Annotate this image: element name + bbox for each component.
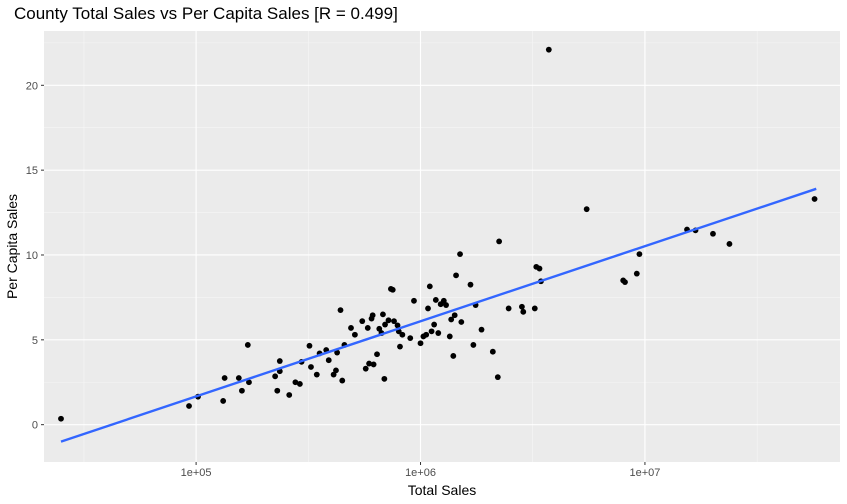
data-point <box>246 379 252 386</box>
data-point <box>458 319 465 325</box>
data-point <box>432 297 439 303</box>
x-axis-title: Total Sales <box>408 482 476 498</box>
data-point <box>351 331 358 338</box>
data-point <box>385 317 392 324</box>
axis-tick-labels: 0 5 10 15 20 1e+05 1e+06 1e+07 <box>26 80 661 479</box>
data-point <box>470 342 477 348</box>
data-point <box>235 375 242 381</box>
data-point <box>636 251 643 258</box>
data-point <box>519 303 525 310</box>
data-point <box>411 297 417 304</box>
data-point <box>451 312 458 319</box>
data-point <box>489 348 496 355</box>
data-point <box>359 318 366 325</box>
data-point <box>186 403 192 409</box>
data-point <box>423 331 430 338</box>
data-point <box>366 360 372 367</box>
data-point <box>448 316 455 323</box>
data-point <box>494 374 501 381</box>
data-point <box>333 367 339 374</box>
chart-title: County Total Sales vs Per Capita Sales [… <box>14 4 398 23</box>
data-point <box>391 318 397 325</box>
data-point <box>306 342 313 349</box>
data-point <box>622 279 628 286</box>
data-point <box>374 351 380 358</box>
data-point <box>276 358 283 364</box>
data-point <box>364 325 371 331</box>
data-point <box>446 333 453 340</box>
data-point <box>467 281 474 288</box>
data-point <box>296 381 303 387</box>
y-tick-label: 15 <box>26 165 38 177</box>
data-point <box>348 325 354 331</box>
data-point <box>545 46 552 53</box>
data-point <box>726 241 733 247</box>
data-point <box>397 343 403 350</box>
data-point <box>478 326 485 333</box>
x-tick-label: 1e+06 <box>405 467 436 479</box>
data-point <box>440 297 447 304</box>
data-point <box>272 373 279 380</box>
data-point <box>239 387 245 394</box>
data-point <box>381 375 388 382</box>
data-point <box>417 340 424 347</box>
data-point <box>443 302 449 308</box>
data-point <box>520 308 527 315</box>
data-point <box>583 206 590 213</box>
data-point <box>431 321 438 328</box>
data-point <box>330 371 337 378</box>
data-point <box>399 331 406 338</box>
data-point <box>286 392 293 398</box>
data-point <box>325 357 332 364</box>
data-point <box>811 196 818 202</box>
data-point <box>362 365 369 372</box>
data-point <box>334 349 341 356</box>
x-tick-label: 1e+07 <box>629 467 660 479</box>
data-point <box>536 265 543 272</box>
data-point <box>450 353 457 359</box>
y-tick-label: 10 <box>26 250 38 262</box>
data-point <box>313 371 320 378</box>
data-point <box>369 312 376 319</box>
fit-line-group <box>60 187 817 443</box>
plot-panel <box>44 31 840 462</box>
y-tick-label: 0 <box>32 420 38 432</box>
data-point <box>425 305 431 312</box>
data-point <box>453 272 459 279</box>
data-point <box>505 305 512 312</box>
data-point <box>382 321 388 328</box>
data-point <box>339 377 346 384</box>
axis-ticks <box>41 84 646 465</box>
data-point <box>633 270 640 277</box>
data-point <box>370 361 377 368</box>
data-point <box>220 398 227 404</box>
y-tick-label: 5 <box>32 335 38 347</box>
data-point <box>394 322 401 329</box>
data-point <box>457 251 463 258</box>
x-tick-label: 1e+05 <box>181 467 212 479</box>
data-point <box>407 335 414 342</box>
data-point <box>380 311 386 318</box>
data-point <box>244 342 251 348</box>
data-point <box>428 328 435 335</box>
data-point <box>531 305 538 312</box>
data-point <box>308 364 314 370</box>
data-point <box>337 307 344 314</box>
data-point <box>389 286 396 293</box>
y-tick-label: 20 <box>26 80 38 92</box>
data-point <box>435 330 442 336</box>
data-point <box>426 283 433 290</box>
fit-line <box>60 187 817 443</box>
minor-gridlines <box>44 31 840 462</box>
y-axis-title: Per Capita Sales <box>4 194 20 299</box>
data-point <box>710 230 716 237</box>
data-point <box>274 387 281 394</box>
data-point <box>496 238 503 245</box>
data-point <box>58 415 64 422</box>
data-point <box>221 375 228 381</box>
data-point <box>292 379 299 386</box>
